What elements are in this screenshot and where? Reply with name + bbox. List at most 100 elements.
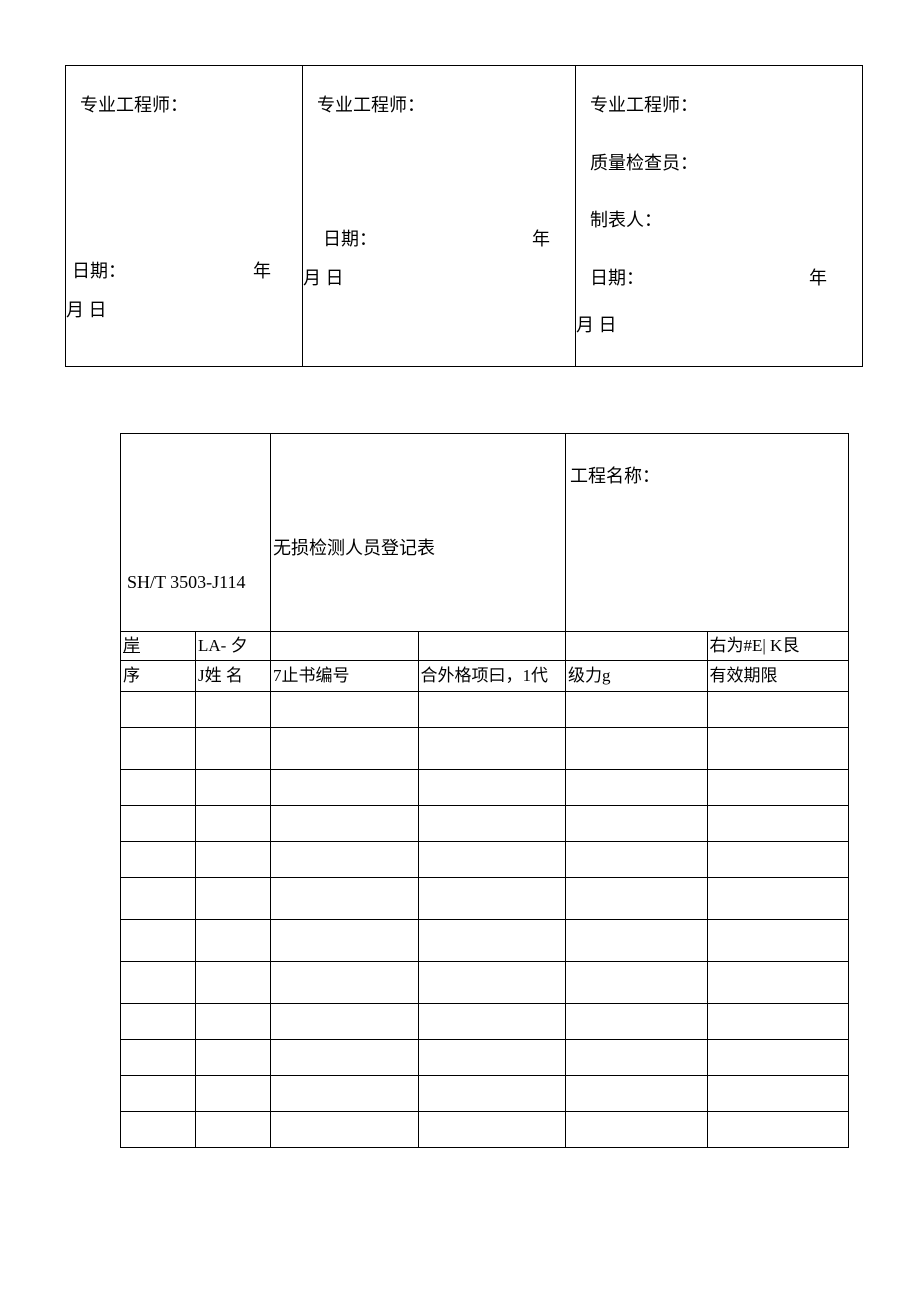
subheader1-c1: 岸 xyxy=(121,631,196,660)
registration-table: SH/T 3503-J114 无损检测人员登记表 工程名称： 岸 LA- 夕 右… xyxy=(120,433,849,1148)
form-title-cell: 无损检测人员登记表 xyxy=(271,433,566,631)
table-cell xyxy=(196,727,271,769)
table-cell xyxy=(707,727,849,769)
table-cell xyxy=(271,919,419,961)
table-cell xyxy=(418,1003,566,1039)
subheader2-c1: 序 xyxy=(121,660,196,691)
table-cell xyxy=(271,691,419,727)
table-cell xyxy=(418,805,566,841)
signature-cell-2: 专业工程师： 日期： 年 月 日 xyxy=(303,66,576,367)
table-cell xyxy=(707,841,849,877)
project-name-cell: 工程名称： xyxy=(566,433,849,631)
table-cell xyxy=(418,1075,566,1111)
table-cell xyxy=(121,1003,196,1039)
table-cell xyxy=(418,691,566,727)
form-title: 无损检测人员登记表 xyxy=(273,538,435,558)
date-label-2: 日期： xyxy=(323,229,377,249)
engineer-label-3: 专业工程师： xyxy=(590,86,848,126)
year-char-1: 年 xyxy=(253,261,271,281)
table-cell xyxy=(121,769,196,805)
table-cell xyxy=(707,805,849,841)
table-cell xyxy=(418,1039,566,1075)
table-cell xyxy=(271,841,419,877)
subheader1-c6: 右为#E| K艮 xyxy=(707,631,849,660)
signature-cell-1: 专业工程师： 日期： 年 月 日 xyxy=(66,66,303,367)
table-cell xyxy=(418,877,566,919)
table-cell xyxy=(271,1111,419,1147)
table-cell xyxy=(566,1003,708,1039)
table-cell xyxy=(271,1003,419,1039)
engineer-label-2: 专业工程师： xyxy=(317,86,561,126)
table-cell xyxy=(271,727,419,769)
month-day-2: 月 日 xyxy=(303,268,344,288)
table-cell xyxy=(566,961,708,1003)
date-label-1: 日期： xyxy=(72,261,126,281)
table-cell xyxy=(196,1075,271,1111)
table-cell xyxy=(707,877,849,919)
table-cell xyxy=(196,1003,271,1039)
table-cell xyxy=(566,919,708,961)
table-cell xyxy=(271,1075,419,1111)
table-cell xyxy=(566,691,708,727)
table-cell xyxy=(566,877,708,919)
subheader1-c3 xyxy=(271,631,419,660)
table-cell xyxy=(271,961,419,1003)
table-cell xyxy=(121,805,196,841)
preparer-label: 制表人： xyxy=(590,210,662,230)
table-cell xyxy=(121,919,196,961)
form-code: SH/T 3503-J114 xyxy=(127,572,246,592)
table-cell xyxy=(196,841,271,877)
subheader1-c5 xyxy=(566,631,708,660)
inspector-label: 质量检查员： xyxy=(590,144,848,184)
table-cell xyxy=(566,769,708,805)
table-cell xyxy=(121,1111,196,1147)
table-cell xyxy=(707,1075,849,1111)
table-cell xyxy=(121,727,196,769)
project-label: 工程名称： xyxy=(570,466,660,486)
subheader2-c2: J姓 名 xyxy=(196,660,271,691)
table-cell xyxy=(566,805,708,841)
table-cell xyxy=(707,769,849,805)
table-cell xyxy=(418,919,566,961)
table-cell xyxy=(121,691,196,727)
table-cell xyxy=(707,1039,849,1075)
table-cell xyxy=(271,1039,419,1075)
table-cell xyxy=(418,1111,566,1147)
table-cell xyxy=(196,691,271,727)
table-cell xyxy=(566,1111,708,1147)
table-cell xyxy=(418,841,566,877)
table-cell xyxy=(418,727,566,769)
date-label-3: 日期： xyxy=(590,268,644,288)
table-cell xyxy=(566,727,708,769)
engineer-label-1: 专业工程师： xyxy=(80,86,288,126)
signature-table: 专业工程师： 日期： 年 月 日 专业工程师： 日期： 年 月 日 xyxy=(65,65,863,367)
month-day-1: 月 日 xyxy=(66,300,107,320)
subheader2-c6: 有效期限 xyxy=(707,660,849,691)
table-cell xyxy=(196,1111,271,1147)
table-cell xyxy=(196,919,271,961)
table-cell xyxy=(196,1039,271,1075)
table-cell xyxy=(121,1039,196,1075)
form-code-cell: SH/T 3503-J114 xyxy=(121,433,271,631)
table-cell xyxy=(566,1039,708,1075)
subheader1-c4 xyxy=(418,631,566,660)
table-cell xyxy=(707,1111,849,1147)
table-cell xyxy=(707,1003,849,1039)
table-cell xyxy=(121,877,196,919)
subheader1-c2: LA- 夕 xyxy=(196,631,271,660)
table-cell xyxy=(121,961,196,1003)
table-cell xyxy=(707,691,849,727)
subheader2-c3: 7止书编号 xyxy=(271,660,419,691)
table-cell xyxy=(196,961,271,1003)
month-day-3: 月 日 xyxy=(576,306,848,346)
table-cell xyxy=(566,841,708,877)
table-cell xyxy=(121,1075,196,1111)
table-cell xyxy=(707,961,849,1003)
table-cell xyxy=(196,769,271,805)
table-cell xyxy=(121,841,196,877)
table-cell xyxy=(271,805,419,841)
signature-cell-3: 专业工程师： 质量检查员： 制表人： 日期： 年 月 日 xyxy=(576,66,863,367)
table-cell xyxy=(196,805,271,841)
table-cell xyxy=(196,877,271,919)
subheader2-c4: 合外格项曰，1代 xyxy=(418,660,566,691)
